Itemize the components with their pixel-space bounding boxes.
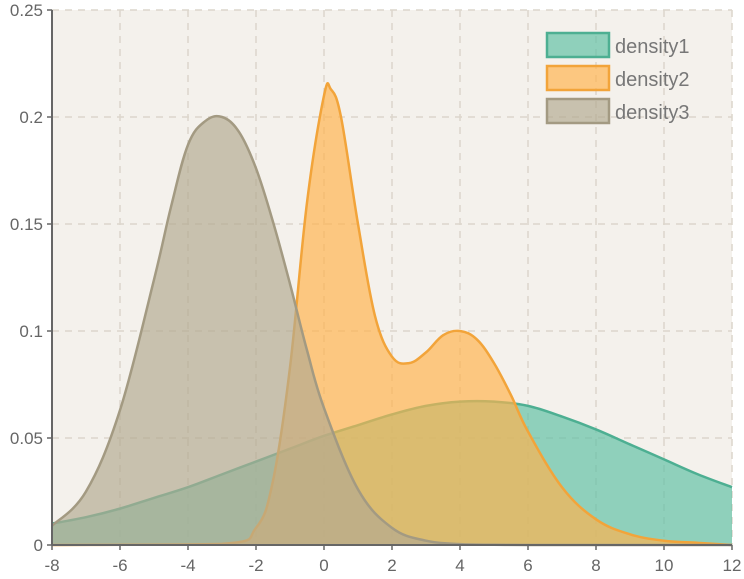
legend-swatch-density2: [545, 64, 611, 92]
x-tick-label: 4: [455, 556, 464, 575]
legend-swatch-density3: [545, 97, 611, 125]
x-tick-label: 8: [591, 556, 600, 575]
legend-label-density2: density2: [615, 69, 690, 91]
x-tick-label: -4: [180, 556, 195, 575]
legend-swatch-density1: [545, 31, 611, 59]
series-area-density3: [52, 116, 732, 546]
legend-label-density1: density1: [615, 36, 690, 58]
y-tick-label: 0.05: [10, 429, 43, 448]
y-tick-label: 0.15: [10, 215, 43, 234]
series-area-density2: [52, 83, 732, 545]
legend: density1 density2 density3: [545, 31, 690, 125]
y-tick-label: 0.1: [19, 322, 43, 341]
x-tick-label: -2: [248, 556, 263, 575]
tick-labels: -8 -6 -4 -2 0 2 4 6 8 10 12 0 0.05 0.1 0.15 0.2 0.25: [10, 1, 742, 575]
x-tick-label: 10: [655, 556, 674, 575]
x-tick-label: -8: [44, 556, 59, 575]
y-tick-label: 0.25: [10, 1, 43, 20]
x-tick-label: 0: [319, 556, 328, 575]
x-tick-label: -6: [112, 556, 127, 575]
x-tick-label: 12: [723, 556, 742, 575]
x-tick-label: 2: [387, 556, 396, 575]
y-tick-label: 0: [34, 536, 43, 555]
series-areas: [51, 82, 733, 547]
x-tick-label: 6: [523, 556, 532, 575]
legend-label-density3: density3: [615, 102, 690, 124]
y-tick-label: 0.2: [19, 108, 43, 127]
